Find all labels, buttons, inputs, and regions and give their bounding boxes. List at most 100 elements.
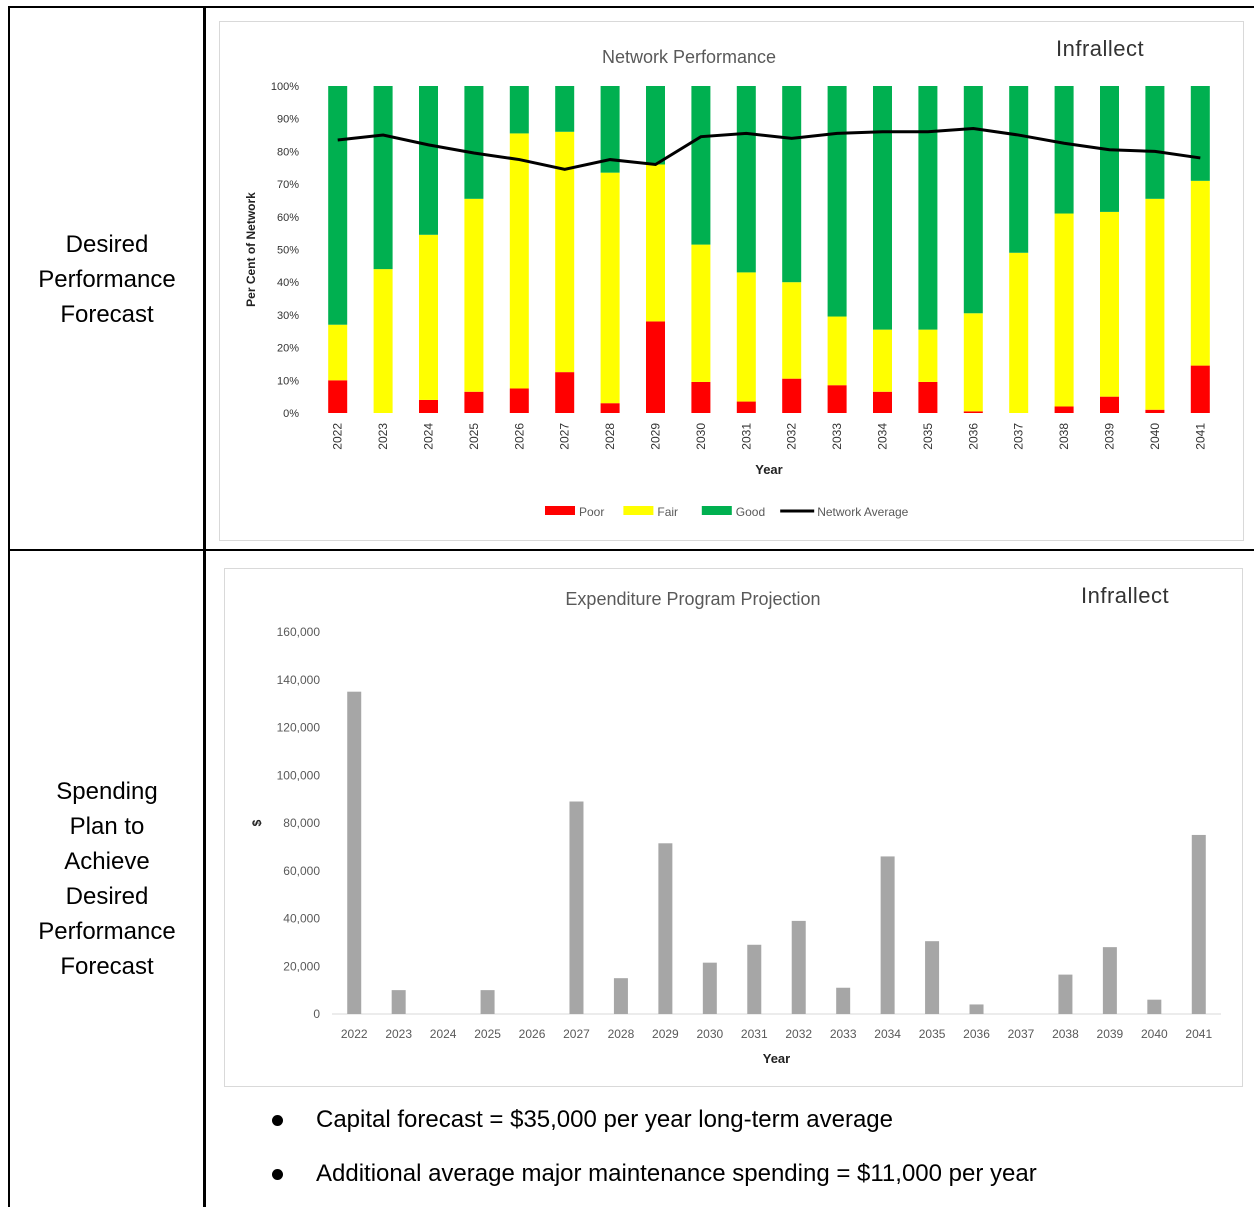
chart-title: Expenditure Program Projection (565, 589, 820, 609)
bar (391, 990, 406, 1014)
bar-good (873, 86, 892, 330)
y-tick-label: 0 (313, 1007, 320, 1021)
x-tick-label: 2041 (1185, 1027, 1212, 1041)
bar-poor (328, 380, 348, 413)
bar (836, 987, 851, 1014)
y-tick-label: 160,000 (277, 625, 321, 639)
bar-fair (1100, 211, 1119, 397)
x-tick-label: 2039 (1097, 1027, 1124, 1041)
bar-fair (646, 164, 665, 322)
bar (747, 944, 762, 1014)
legend-label: Good (736, 505, 765, 519)
x-axis-label: Year (763, 1051, 790, 1066)
bar (569, 801, 584, 1014)
bar-fair (509, 133, 529, 389)
bar-fair (555, 131, 575, 373)
bar-good (600, 86, 620, 173)
x-tick-label: 2027 (563, 1027, 590, 1041)
list-item: Additional average major maintenance spe… (262, 1152, 1242, 1206)
spending-notes: Capital forecast = $35,000 per year long… (262, 1098, 1242, 1206)
x-axis-label: Year (755, 462, 782, 477)
x-tick-label: 2035 (921, 423, 935, 450)
y-tick-label: 20,000 (283, 959, 320, 973)
bar-good (1009, 86, 1029, 253)
y-tick-label: 100,000 (277, 768, 321, 782)
bar (969, 1004, 984, 1014)
x-tick-label: 2029 (652, 1027, 679, 1041)
x-tick-label: 2036 (966, 423, 980, 450)
bar-fair (918, 329, 938, 382)
bar-fair (782, 282, 802, 379)
bar-fair (963, 313, 983, 412)
bar-poor (736, 401, 756, 413)
row-label-line: Performance (38, 918, 176, 945)
bar-poor (464, 391, 484, 413)
table-border-top (8, 6, 1254, 8)
x-tick-label: 2030 (694, 423, 708, 450)
bar-poor (691, 381, 711, 413)
y-tick-label: 10% (277, 375, 299, 387)
bullet-icon (272, 1169, 283, 1180)
bar-fair (328, 324, 348, 381)
row-label-line: Achieve (64, 848, 150, 875)
x-tick-label: 2030 (696, 1027, 723, 1041)
table-row-divider (8, 549, 1254, 551)
legend-swatch-good (701, 506, 732, 515)
bar-poor (873, 391, 892, 413)
table-border-left (8, 7, 10, 1207)
row-label-performance: Desired Performance Forecast (10, 227, 204, 332)
x-tick-label: 2027 (558, 423, 572, 450)
bar-fair (691, 244, 711, 382)
row-label-line: Spending (56, 778, 158, 805)
x-tick-label: 2029 (649, 423, 663, 450)
bullet-icon (272, 1115, 283, 1126)
bar-poor (963, 411, 983, 413)
bar-good (373, 86, 393, 270)
y-tick-label: 60,000 (283, 864, 320, 878)
bar-poor (419, 399, 438, 413)
bar-good (827, 86, 847, 317)
legend-label: Poor (579, 505, 604, 519)
x-tick-label: 2022 (331, 423, 345, 450)
x-tick-label: 2028 (603, 423, 617, 450)
bar-poor (646, 321, 665, 413)
bar-fair (1009, 252, 1029, 413)
bar (791, 920, 806, 1014)
bar-good (1145, 86, 1165, 199)
bar-fair (1145, 198, 1165, 410)
list-item: Capital forecast = $35,000 per year long… (262, 1098, 1242, 1152)
bar-poor (1100, 396, 1119, 413)
row-label-line: Desired (65, 231, 149, 258)
chart-title: Network Performance (602, 47, 776, 67)
bar-poor (555, 372, 575, 413)
bar-good (1054, 86, 1074, 214)
bar-poor (509, 388, 529, 413)
y-tick-label: 40% (277, 277, 299, 289)
y-tick-label: 80,000 (283, 816, 320, 830)
x-tick-label: 2033 (830, 423, 844, 450)
x-tick-label: 2032 (785, 423, 799, 450)
line-network-average (337, 127, 1201, 171)
y-tick-label: 50% (277, 245, 299, 257)
y-tick-label: 140,000 (277, 673, 321, 687)
x-tick-label: 2025 (467, 423, 481, 450)
bar-good (963, 86, 983, 314)
y-tick-label: 40,000 (283, 912, 320, 926)
bar-fair (419, 234, 438, 400)
y-tick-label: 0% (283, 408, 299, 420)
infrallect-logo: Infrallect (1081, 583, 1170, 608)
x-tick-label: 2023 (376, 423, 390, 450)
y-tick-label: 80% (277, 146, 299, 158)
bar-poor (782, 378, 802, 413)
x-tick-label: 2026 (512, 423, 526, 450)
bar (613, 978, 628, 1014)
legend-swatch-poor (545, 506, 575, 515)
row-label-line: Forecast (60, 301, 154, 328)
x-tick-label: 2024 (422, 423, 436, 450)
x-tick-label: 2031 (739, 423, 753, 450)
bullet-text: Additional average major maintenance spe… (316, 1160, 1037, 1187)
infrallect-logo: Infrallect (1056, 36, 1145, 61)
bar-fair (600, 172, 620, 404)
bar-good (736, 86, 756, 273)
bar-good (555, 86, 575, 132)
